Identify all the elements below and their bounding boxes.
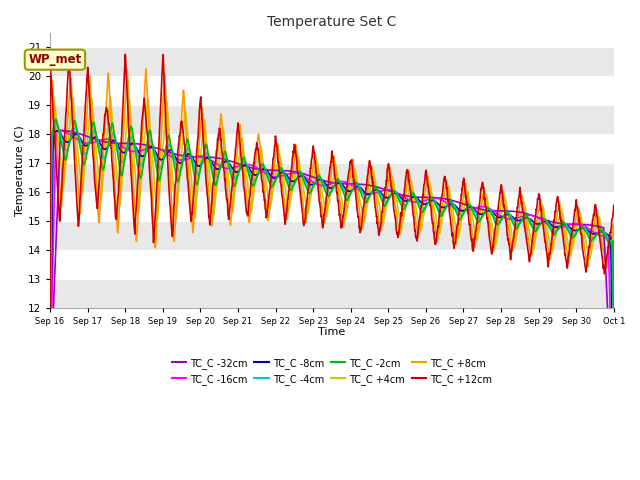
TC_C +4cm	[610, 340, 618, 346]
TC_C -4cm	[349, 187, 356, 193]
Line: TC_C -4cm: TC_C -4cm	[50, 125, 614, 418]
TC_C +4cm	[361, 217, 369, 223]
TC_C -2cm	[349, 188, 356, 193]
TC_C -8cm	[576, 226, 584, 232]
Y-axis label: Temperature (C): Temperature (C)	[15, 125, 25, 216]
TC_C -8cm	[53, 128, 61, 134]
TC_C +12cm	[46, 358, 54, 364]
Bar	[50, 163, 614, 192]
X-axis label: Time: Time	[318, 327, 346, 337]
TC_C +8cm	[361, 208, 369, 214]
TC_C +8cm	[204, 172, 211, 178]
TC_C +12cm	[122, 51, 129, 57]
TC_C -32cm	[576, 222, 584, 228]
Line: TC_C +4cm: TC_C +4cm	[50, 97, 614, 393]
TC_C -16cm	[46, 384, 54, 390]
Bar	[50, 48, 614, 76]
TC_C -2cm	[52, 117, 60, 122]
TC_C +4cm	[576, 209, 584, 215]
TC_C -32cm	[46, 390, 54, 396]
TC_C -2cm	[610, 393, 618, 399]
TC_C -2cm	[496, 220, 504, 226]
TC_C +4cm	[349, 177, 356, 182]
Bar	[50, 105, 614, 134]
TC_C +4cm	[106, 95, 114, 100]
TC_C -16cm	[610, 438, 618, 444]
TC_C -16cm	[204, 155, 211, 161]
TC_C +4cm	[46, 390, 54, 396]
Legend: TC_C -32cm, TC_C -16cm, TC_C -8cm, TC_C -4cm, TC_C -2cm, TC_C +4cm, TC_C +8cm, T: TC_C -32cm, TC_C -16cm, TC_C -8cm, TC_C …	[168, 354, 496, 388]
TC_C -8cm	[349, 187, 356, 193]
TC_C +12cm	[561, 243, 568, 249]
Text: WP_met: WP_met	[28, 53, 81, 66]
TC_C +8cm	[46, 283, 54, 288]
TC_C -2cm	[204, 147, 211, 153]
TC_C -4cm	[496, 218, 504, 224]
TC_C -16cm	[54, 128, 62, 134]
TC_C +4cm	[204, 149, 211, 155]
TC_C -32cm	[361, 182, 369, 188]
TC_C -16cm	[349, 183, 356, 189]
TC_C +12cm	[204, 193, 211, 199]
TC_C +12cm	[496, 190, 504, 195]
TC_C -2cm	[361, 198, 369, 204]
TC_C -4cm	[52, 122, 60, 128]
Line: TC_C +8cm: TC_C +8cm	[50, 69, 614, 368]
Line: TC_C -32cm: TC_C -32cm	[50, 130, 614, 437]
TC_C -16cm	[576, 221, 584, 227]
TC_C -8cm	[496, 215, 504, 220]
TC_C -16cm	[361, 190, 369, 196]
TC_C -4cm	[46, 395, 54, 400]
Line: TC_C -2cm: TC_C -2cm	[50, 120, 614, 398]
TC_C -16cm	[561, 224, 568, 229]
TC_C +8cm	[610, 365, 618, 371]
TC_C -32cm	[610, 434, 618, 440]
TC_C -8cm	[204, 155, 211, 161]
TC_C +8cm	[349, 157, 356, 163]
TC_C -4cm	[361, 194, 369, 200]
TC_C -2cm	[561, 220, 568, 226]
TC_C -2cm	[46, 395, 54, 401]
TC_C +8cm	[576, 214, 584, 219]
TC_C +12cm	[361, 195, 369, 201]
TC_C -16cm	[496, 213, 504, 218]
TC_C -4cm	[576, 226, 584, 232]
TC_C -8cm	[361, 190, 369, 195]
TC_C +12cm	[576, 224, 584, 229]
TC_C -8cm	[46, 383, 54, 388]
TC_C +4cm	[496, 218, 504, 224]
TC_C +8cm	[561, 230, 568, 236]
TC_C +12cm	[349, 163, 356, 168]
TC_C -2cm	[576, 225, 584, 231]
TC_C +12cm	[610, 203, 618, 208]
TC_C -4cm	[204, 150, 211, 156]
TC_C -32cm	[349, 181, 356, 187]
TC_C +4cm	[561, 219, 568, 225]
TC_C +8cm	[496, 208, 504, 214]
TC_C -32cm	[561, 221, 568, 227]
Line: TC_C -16cm: TC_C -16cm	[50, 131, 614, 441]
TC_C -4cm	[561, 220, 568, 226]
TC_C +8cm	[142, 66, 150, 72]
Line: TC_C -8cm: TC_C -8cm	[50, 131, 614, 438]
TC_C -32cm	[496, 208, 504, 214]
Bar	[50, 221, 614, 250]
Bar	[50, 279, 614, 308]
TC_C -32cm	[204, 154, 211, 160]
TC_C -8cm	[561, 222, 568, 228]
TC_C -32cm	[57, 127, 65, 133]
Line: TC_C +12cm: TC_C +12cm	[50, 54, 614, 361]
TC_C -4cm	[610, 415, 618, 421]
TC_C -8cm	[610, 435, 618, 441]
Title: Temperature Set C: Temperature Set C	[268, 15, 397, 29]
